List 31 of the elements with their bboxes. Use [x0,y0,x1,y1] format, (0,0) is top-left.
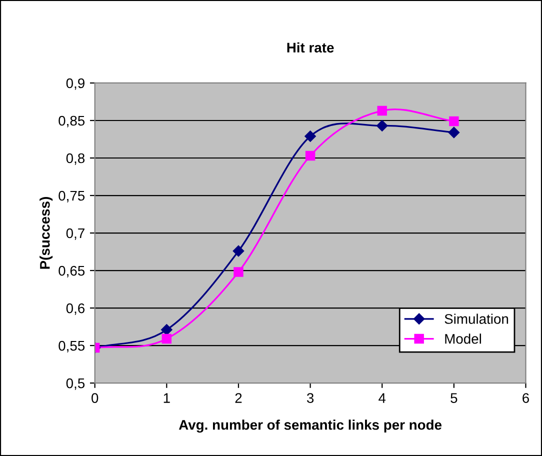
point [232,245,244,257]
legend-label: Simulation [444,314,508,324]
point [377,106,387,116]
x-tick-label: 6 [522,393,529,403]
x-tick-label: 5 [450,393,458,403]
y-tick-label: 0,7 [66,228,84,240]
point [161,324,172,336]
y-tick-label: 0,9 [66,78,84,90]
legend-label: Model [445,334,481,344]
point [305,150,316,161]
point [449,116,459,126]
point [234,267,244,277]
y-tick-label: 0,8 [66,153,85,165]
y-tick-label: 0,55 [58,340,85,352]
y-tick-label: 0,75 [58,190,85,202]
y-axis-title: P(success) [40,197,53,269]
y-tick-label: 0,6 [66,303,85,315]
point [304,130,316,142]
x-axis-title: Avg. number of semantic links per node [178,420,442,433]
y-tick-label: 0,5 [66,378,85,390]
chart-title: Hit rate [287,42,334,53]
point [162,334,172,344]
point [376,120,388,132]
x-tick-label: 0 [92,393,98,403]
x-tick-label: 2 [235,393,242,403]
x-tick-label: 4 [378,393,386,403]
y-tick-label: 0,85 [58,116,85,128]
x-tick-label: 1 [164,393,170,403]
y-tick-label: 0,65 [58,266,85,278]
point [448,126,460,138]
x-tick-label: 3 [306,393,314,403]
